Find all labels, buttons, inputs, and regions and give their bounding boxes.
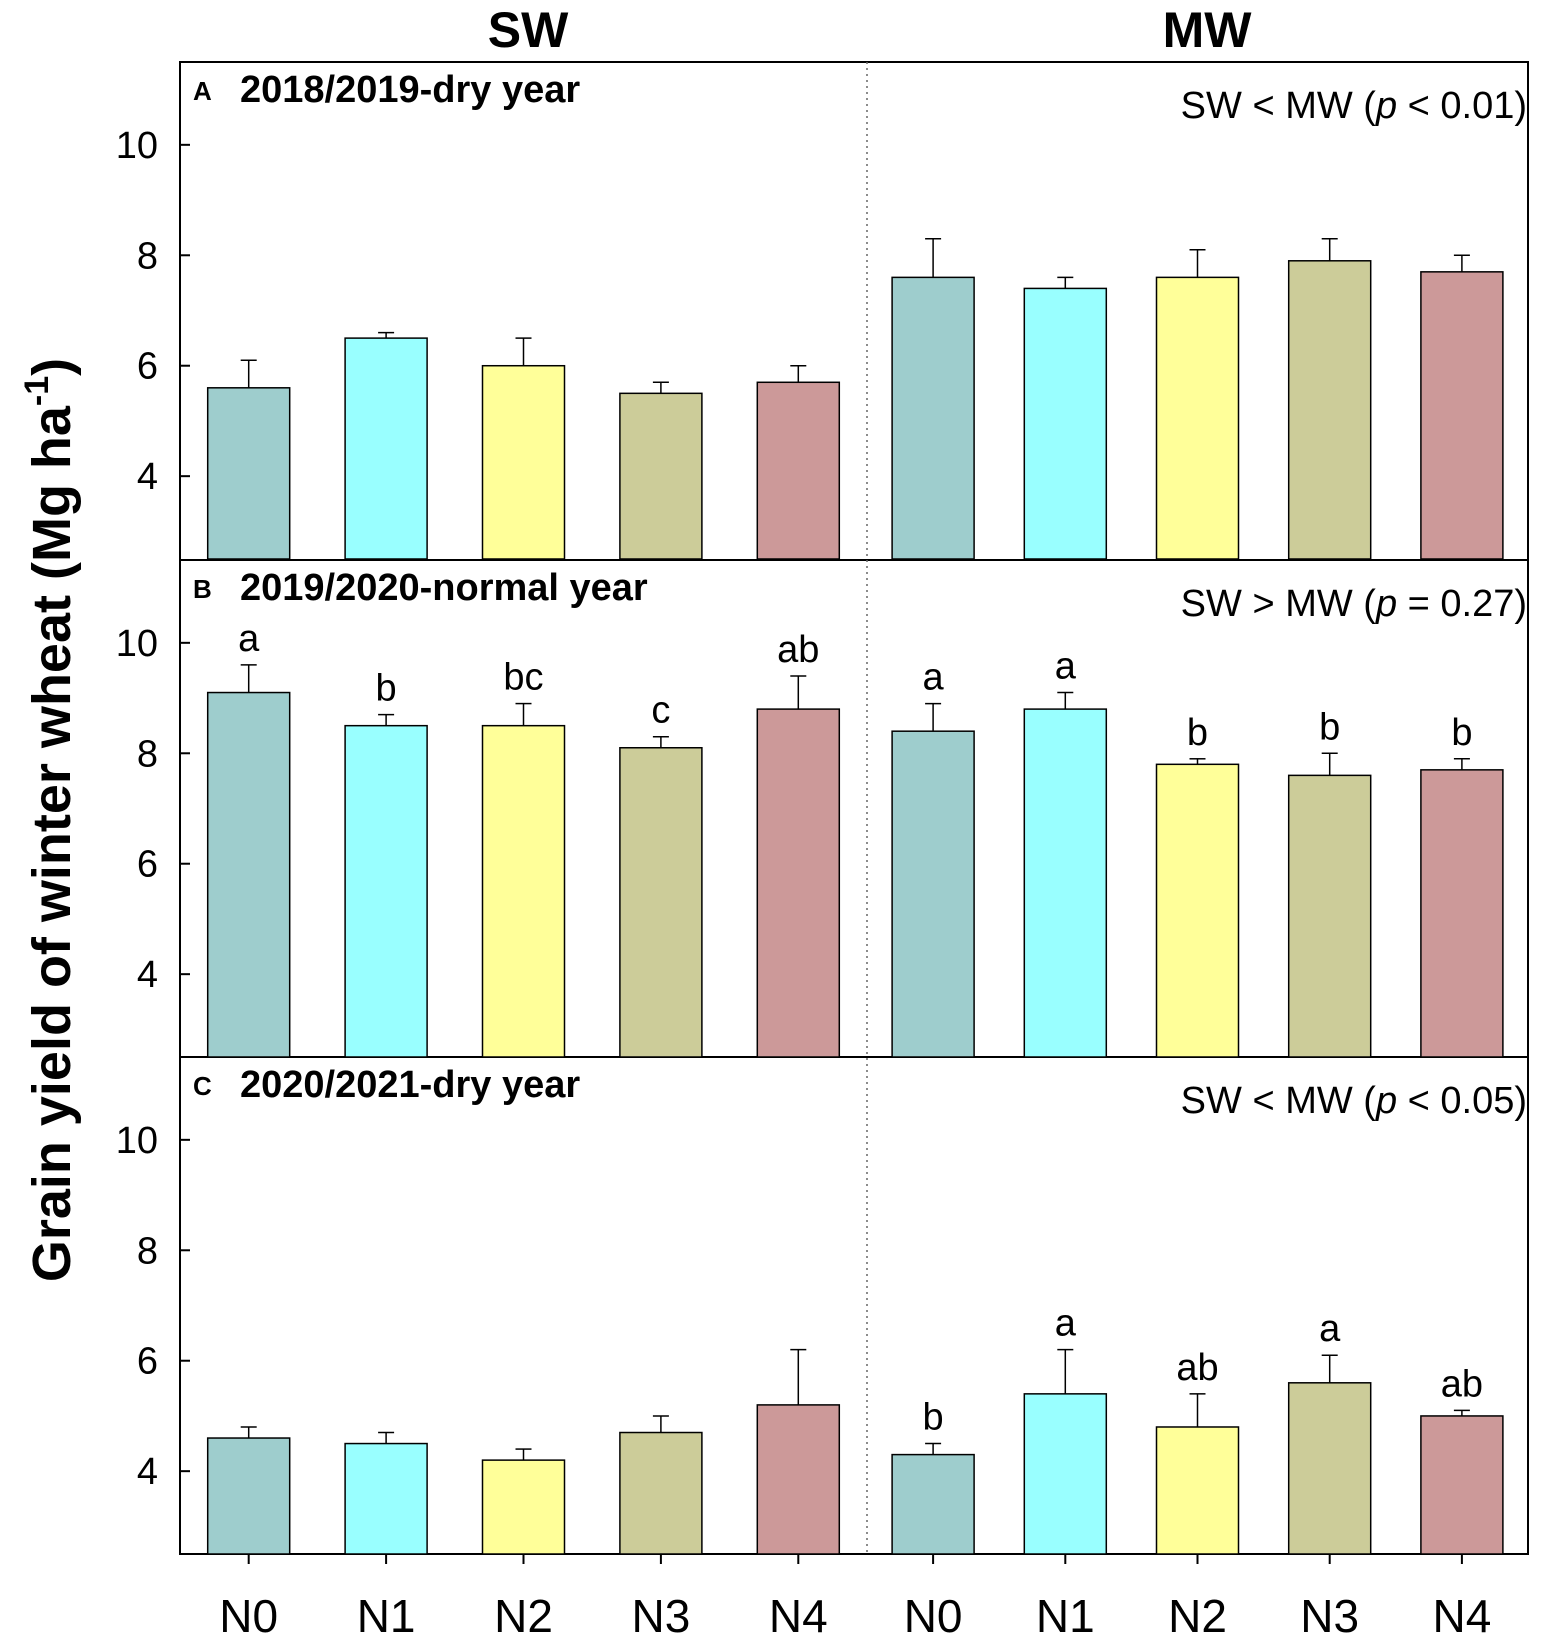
significance-letter: a — [1319, 1308, 1341, 1350]
bar-c-mw-n0 — [891, 1453, 975, 1555]
significance-letter: b — [923, 1397, 944, 1439]
panel-letter-c: C — [193, 1071, 212, 1101]
annotation-text: SW < MW ( — [1181, 85, 1377, 127]
bar-a-mw-n1 — [1023, 287, 1108, 560]
y-axis-title-main: Grain yield of winter wheat (Mg ha — [22, 405, 82, 1282]
significance-annotation-b: SW > MW (p = 0.27) — [1181, 583, 1527, 625]
panel-title-a: 2018/2019-dry year — [240, 69, 580, 111]
significance-letter: b — [1187, 712, 1208, 754]
significance-letter: bc — [503, 657, 543, 699]
bar-b-mw-n0 — [891, 730, 975, 1058]
x-tick-label: N4 — [769, 1590, 828, 1637]
bar-a-mw-n4 — [1420, 271, 1504, 560]
column-title-mw: MW — [1163, 2, 1253, 58]
y-tick-label: 8 — [137, 733, 158, 775]
y-tick-label: 6 — [137, 346, 158, 388]
bar-c-mw-n2 — [1155, 1426, 1240, 1555]
annotation-p-symbol: p — [1375, 583, 1397, 625]
y-tick-label: 10 — [116, 125, 158, 167]
significance-letter: c — [651, 690, 670, 732]
bar-b-sw-n1 — [344, 724, 428, 1058]
annotation-p-symbol: p — [1375, 85, 1397, 127]
annotation-text: SW > MW ( — [1181, 583, 1377, 625]
significance-letter: a — [238, 618, 260, 660]
x-tick-label: N0 — [904, 1590, 963, 1637]
bar-c-sw-n0 — [206, 1437, 291, 1555]
significance-letter: b — [1451, 712, 1472, 754]
bar-a-mw-n0 — [891, 276, 975, 560]
bar-b-mw-n4 — [1420, 769, 1504, 1058]
x-tick-label: N1 — [357, 1590, 416, 1637]
annotation-p-symbol: p — [1375, 1080, 1397, 1122]
significance-letter: b — [376, 668, 397, 710]
bar-b-sw-n0 — [206, 691, 291, 1058]
bar-c-mw-n4 — [1420, 1415, 1504, 1555]
bar-b-sw-n2 — [481, 724, 566, 1058]
bar-a-sw-n1 — [344, 337, 428, 560]
bar-c-sw-n3 — [619, 1431, 703, 1555]
panel-letter-a: A — [193, 76, 212, 106]
bar-a-sw-n2 — [481, 364, 566, 560]
bar-c-mw-n1 — [1023, 1393, 1108, 1555]
significance-annotation-c: SW < MW (p < 0.05) — [1181, 1080, 1527, 1122]
y-tick-label: 8 — [137, 235, 158, 277]
column-title-sw: SW — [488, 2, 569, 58]
bar-b-mw-n1 — [1023, 708, 1108, 1058]
bar-c-sw-n2 — [481, 1459, 566, 1555]
x-tick-label: N2 — [1168, 1590, 1227, 1637]
y-tick-label: 4 — [137, 954, 158, 996]
x-tick-label: N2 — [494, 1590, 553, 1637]
significance-letter: b — [1319, 706, 1340, 748]
annotation-text: SW < MW ( — [1181, 1080, 1377, 1122]
bar-b-mw-n2 — [1155, 763, 1240, 1058]
bar-a-mw-n2 — [1155, 276, 1240, 560]
significance-letter: a — [1055, 646, 1077, 688]
panel-title-b: 2019/2020-normal year — [240, 567, 648, 609]
bar-c-sw-n1 — [344, 1442, 428, 1555]
x-tick-label: N1 — [1036, 1590, 1095, 1637]
bar-b-sw-n3 — [619, 747, 703, 1058]
significance-letter: ab — [1176, 1347, 1218, 1389]
significance-letter: ab — [777, 629, 819, 671]
plot-frame — [179, 61, 1529, 1555]
y-axis-title: Grain yield of winter wheat (Mg ha-1) — [18, 358, 82, 1282]
bar-b-mw-n3 — [1287, 774, 1372, 1058]
bar-c-sw-n4 — [756, 1404, 841, 1555]
x-tick-label: N3 — [1300, 1590, 1359, 1637]
significance-letter: ab — [1441, 1363, 1483, 1405]
y-tick-label: 4 — [137, 1451, 158, 1493]
y-axis-title-close: ) — [22, 358, 82, 376]
y-tick-label: 6 — [137, 1341, 158, 1383]
y-tick-label: 10 — [116, 623, 158, 665]
annotation-text: < 0.05) — [1397, 1080, 1527, 1122]
bar-c-mw-n3 — [1287, 1382, 1372, 1555]
y-tick-label: 8 — [137, 1230, 158, 1272]
annotation-text: = 0.27) — [1397, 583, 1527, 625]
significance-annotation-a: SW < MW (p < 0.01) — [1181, 85, 1527, 127]
significance-letter: a — [923, 657, 945, 699]
x-tick-label: N0 — [219, 1590, 278, 1637]
x-tick-label: N4 — [1432, 1590, 1491, 1637]
panel-title-c: 2020/2021-dry year — [240, 1064, 580, 1106]
y-axis-title-superscript: -1 — [18, 376, 56, 406]
annotation-text: < 0.01) — [1397, 85, 1527, 127]
panel-letter-b: B — [193, 574, 212, 604]
bar-a-sw-n0 — [206, 387, 291, 560]
bar-a-mw-n3 — [1287, 260, 1372, 560]
bar-a-sw-n4 — [756, 381, 841, 560]
y-tick-label: 10 — [116, 1120, 158, 1162]
bar-b-sw-n4 — [756, 708, 841, 1058]
bar-a-sw-n3 — [619, 392, 703, 560]
x-tick-label: N3 — [631, 1590, 690, 1637]
y-tick-label: 4 — [137, 456, 158, 498]
y-tick-label: 6 — [137, 844, 158, 886]
significance-letter: a — [1055, 1303, 1077, 1345]
